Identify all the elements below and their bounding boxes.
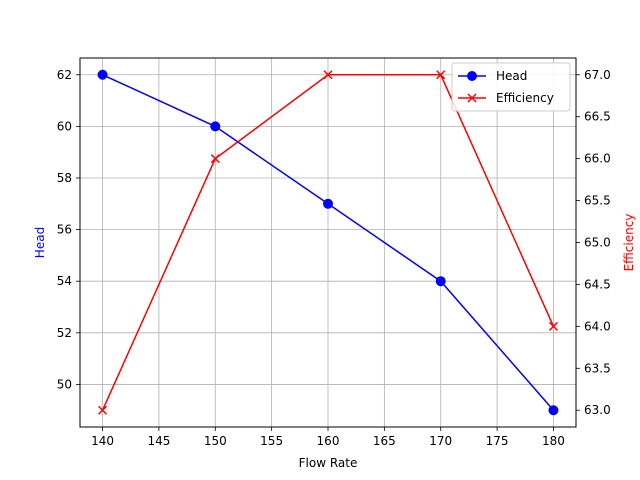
x-axis-title: Flow Rate: [299, 456, 358, 470]
y-right-tick-label: 66.0: [584, 152, 611, 166]
x-tick-label: 140: [91, 434, 114, 448]
legend-label-efficiency: Efficiency: [496, 91, 554, 105]
y-left-tick-label: 50: [57, 377, 72, 391]
legend-item-head: Head: [458, 69, 527, 83]
y-left-tick-label: 52: [57, 326, 72, 340]
x-tick-label: 155: [260, 434, 283, 448]
y-axis-left: 50 52 54 56 58 60 62: [57, 68, 80, 391]
y-left-tick-label: 54: [57, 274, 72, 288]
efficiency-point: [323, 70, 333, 80]
y-right-tick-label: 67.0: [584, 68, 611, 82]
x-tick-label: 175: [486, 434, 509, 448]
x-tick-label: 180: [542, 434, 565, 448]
x-tick-label: 150: [204, 434, 227, 448]
y-right-tick-label: 66.5: [584, 110, 611, 124]
y-right-tick-label: 63.5: [584, 361, 611, 375]
head-point: [548, 405, 559, 416]
x-tick-label: 160: [317, 434, 340, 448]
x-tick-label: 145: [147, 434, 170, 448]
series-head: [97, 69, 559, 416]
efficiency-point: [98, 405, 108, 415]
y-left-tick-label: 60: [57, 119, 72, 133]
y-axis-left-title: Head: [33, 227, 47, 258]
head-point: [97, 69, 108, 80]
legend-marker-efficiency: [467, 93, 477, 103]
efficiency-point: [436, 70, 446, 80]
efficiency-point: [548, 321, 558, 331]
series-efficiency: [98, 70, 558, 415]
grid: [80, 58, 576, 427]
head-point: [210, 121, 221, 132]
y-left-tick-label: 62: [57, 68, 72, 82]
head-point: [435, 276, 446, 287]
legend-marker-head: [467, 71, 477, 81]
legend-item-efficiency: Efficiency: [458, 91, 554, 105]
y-right-tick-label: 64.0: [584, 319, 611, 333]
legend: Head Efficiency: [451, 62, 571, 112]
y-right-tick-label: 65.5: [584, 194, 611, 208]
y-right-tick-label: 64.5: [584, 277, 611, 291]
x-axis: 140 145 150 155 160 165 170 175 180: [91, 427, 565, 448]
y-right-tick-label: 63.0: [584, 403, 611, 417]
y-left-tick-label: 56: [57, 223, 72, 237]
efficiency-point: [210, 154, 220, 164]
x-tick-label: 170: [429, 434, 452, 448]
head-point: [323, 198, 333, 209]
series-layer: [97, 69, 559, 416]
legend-label-head: Head: [496, 69, 527, 83]
y-right-tick-label: 65.0: [584, 236, 611, 250]
y-left-tick-label: 58: [57, 171, 72, 185]
x-tick-label: 165: [373, 434, 396, 448]
legend-box: [451, 62, 571, 112]
y-axis-right: 63.0 63.5 64.0 64.5 65.0 65.5 66.0 66.5 67.0: [576, 68, 611, 417]
y-axis-right-title: Efficiency: [622, 214, 636, 272]
